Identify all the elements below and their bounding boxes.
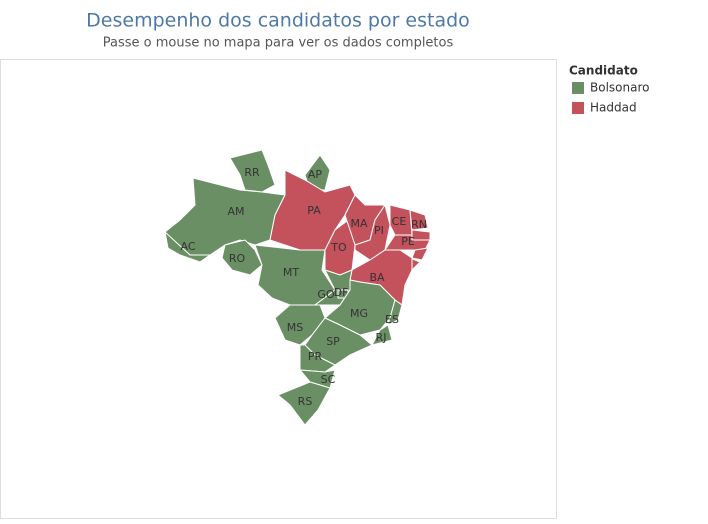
state-label: PR	[308, 350, 323, 363]
legend-swatch	[572, 82, 584, 94]
state-label: AC	[180, 240, 195, 253]
state-label: RR	[244, 166, 260, 179]
legend-label: Bolsonaro	[590, 81, 649, 95]
state-label: MS	[287, 321, 303, 334]
state-label: GO	[317, 288, 335, 301]
state[interactable]	[354, 203, 391, 261]
state-label: AM	[227, 205, 244, 218]
state-label: AP	[308, 168, 323, 181]
state[interactable]	[324, 279, 396, 336]
state-label: RJ	[376, 331, 387, 344]
state[interactable]	[164, 177, 286, 256]
legend-title: Candidato	[569, 64, 638, 78]
state[interactable]	[409, 209, 429, 231]
state-label: PE	[401, 235, 415, 248]
legend-label: Haddad	[590, 101, 637, 115]
state-label: SC	[321, 373, 336, 386]
state-label: ES	[385, 313, 399, 326]
state-label: PA	[307, 204, 321, 217]
title: Desempenho dos candidatos por estado	[86, 10, 470, 32]
state-label: DF	[334, 286, 349, 299]
subtitle: Passe o mouse no mapa para ver os dados …	[103, 36, 454, 51]
state-label: BA	[369, 271, 385, 284]
state[interactable]	[298, 369, 336, 389]
state-label: MT	[283, 266, 299, 279]
state[interactable]	[387, 299, 403, 326]
state-label: MG	[350, 307, 368, 320]
state[interactable]	[411, 247, 429, 261]
state-label: RS	[298, 395, 313, 408]
state[interactable]	[371, 324, 393, 346]
state-label: RO	[229, 252, 246, 265]
state-label: TO	[330, 241, 347, 254]
state-label: SP	[326, 335, 340, 348]
state-label: CE	[392, 215, 407, 228]
state[interactable]	[277, 381, 331, 426]
state[interactable]	[229, 149, 276, 193]
state[interactable]	[221, 239, 263, 276]
map-frame	[0, 59, 557, 519]
state[interactable]	[304, 317, 373, 366]
state[interactable]	[164, 230, 212, 263]
legend: Bolsonaro Haddad	[572, 81, 649, 115]
state-label: MA	[350, 217, 367, 230]
state-label: RN	[411, 218, 427, 231]
state-label: PI	[374, 224, 384, 237]
legend-swatch	[572, 102, 584, 114]
